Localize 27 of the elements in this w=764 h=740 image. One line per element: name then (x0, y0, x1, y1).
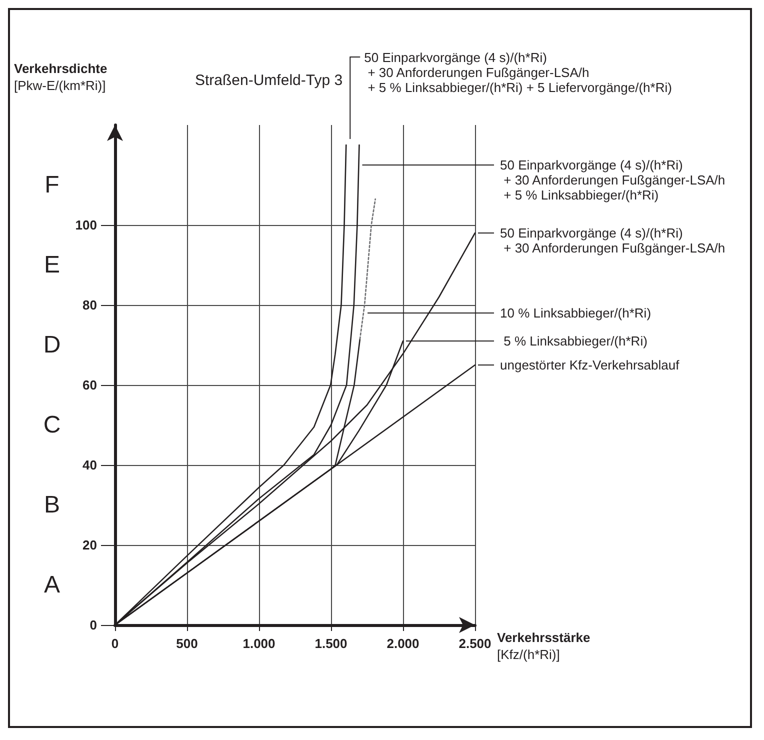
annotation: 50 Einparkvorgänge (4 s)/(h*Ri) + 30 Anforderungen Fußgänger-LSA/h (500, 226, 726, 256)
y-tick-label: 80 (82, 298, 97, 312)
text: E (44, 252, 60, 278)
text: A (44, 572, 60, 598)
x-tick-label: 0 (111, 636, 119, 651)
x-tick-label: 2.500 (458, 636, 492, 651)
x-tick-label: 1.500 (314, 636, 348, 651)
y-tick-label: 20 (82, 538, 97, 552)
y-tick-label: 100 (75, 218, 97, 232)
y-axis-title: Verkehrsdichte [Pkw-E/(km*Ri)] (14, 61, 108, 93)
annotation: 10 % Linksabbieger/(h*Ri) (500, 306, 652, 320)
annotation: ungestörter Kfz-Verkehrsablauf (500, 358, 680, 372)
text: C (43, 412, 61, 438)
annotation: 5 % Linksabbieger/(h*Ri) (500, 334, 648, 348)
y-tick-label: 0 (90, 618, 97, 632)
text: 50 Einparkvorgänge (4 s)/(h*Ri) + 30 Anforderungen Fußgänger-LSA/h + 5 % Linksabbieger/(h*Ri) + 5 Liefervorgänge/(h*Ri) (364, 50, 672, 95)
y-tick-label: 40 (82, 458, 97, 472)
x-tick-label: 2.000 (386, 636, 420, 651)
chart-title: Straßen-Umfeld-Typ 3 (195, 72, 343, 89)
y-tick-label: 60 (82, 378, 97, 392)
x-tick-label: 1.000 (242, 636, 276, 651)
text: F (44, 172, 60, 198)
text: D (43, 332, 61, 358)
annotation: 50 Einparkvorgänge (4 s)/(h*Ri) + 30 Anforderungen Fußgänger-LSA/h + 5 % Linksabbieger/(h*Ri) (500, 158, 726, 202)
x-axis-title: Verkehrsstärke [Kfz/(h*Ri)] (497, 630, 590, 662)
x-tick-label: 500 (176, 636, 198, 651)
text: B (44, 492, 60, 518)
